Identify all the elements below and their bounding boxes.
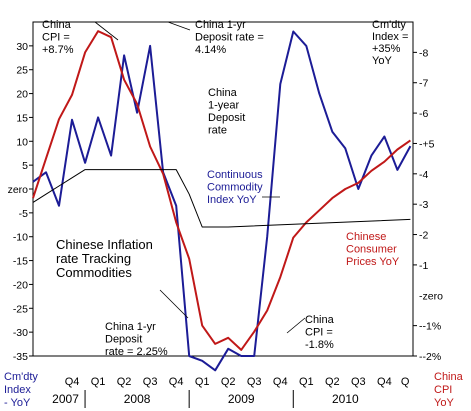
right-zero-label: -zero [419, 290, 443, 302]
annotation-8-line-0: China 1-yr [105, 321, 156, 333]
left-tick-label-5: 5 [22, 160, 28, 172]
annotation-5-line-0: Chinese Inflation [56, 237, 153, 252]
right-tick-label-6: -2 [419, 230, 428, 242]
x-tick-label-13: Q [401, 376, 410, 388]
x-tick-label-12: Q4 [377, 376, 392, 388]
x-tick-label-11: Q3 [351, 376, 366, 388]
annotation-7-line-1: CPI = [305, 327, 333, 339]
annotation-0-line-2: +8.7% [42, 44, 74, 56]
year-label-1: 2008 [124, 392, 151, 406]
annotation-7-line-2: -1.8% [305, 339, 334, 351]
x-tick-label-8: Q4 [273, 376, 288, 388]
annotation-0-line-0: China [42, 19, 72, 31]
annotation-4-line-2: Index YoY [207, 194, 257, 206]
year-label-2: 2009 [228, 392, 255, 406]
annotation-6-line-2: Prices YoY [346, 256, 400, 268]
x-tick-label-0: Q4 [65, 376, 80, 388]
right-axis-title-line-0: China [434, 371, 464, 383]
x-tick-label-2: Q2 [117, 376, 132, 388]
annotation-1-line-0: China 1-yr [195, 19, 246, 31]
left-tick-label-3: 15 [16, 112, 28, 124]
annotation-0-line-1: CPI = [42, 32, 70, 44]
annotation-5-line-1: rate Tracking [56, 251, 131, 266]
right-tick-label-5: -3 [419, 199, 428, 211]
annotation-1-line-1: Deposit rate = [195, 32, 264, 44]
annotation-2-line-2: +35% [372, 43, 401, 55]
left-axis-title-line-1: Index [4, 384, 31, 396]
left-tick-label-4: 10 [16, 136, 28, 148]
annotation-2-line-0: Cm'dty [372, 19, 406, 31]
right-tick-label-9: --2% [419, 351, 441, 363]
annotation-3-line-3: rate [208, 125, 227, 137]
left-tick-label-0: 30 [16, 41, 28, 53]
left-axis-title-line-2: - YoY [4, 397, 31, 409]
x-tick-label-5: Q1 [195, 376, 210, 388]
annotation-pointer-2 [159, 289, 189, 319]
series-line-0 [32, 30, 412, 372]
annotation-pointer-1 [167, 21, 191, 31]
annotation-4-line-1: Commodity [207, 182, 263, 194]
right-tick-label-3: -+5 [419, 138, 435, 150]
left-tick-label-12: -30 [13, 327, 28, 339]
annotation-6-line-1: Consumer [346, 244, 397, 256]
left-tick-label-13: -35 [13, 351, 28, 363]
x-tick-label-3: Q3 [143, 376, 158, 388]
left-axis-title-line-0: Cm'dty [4, 371, 38, 383]
x-tick-label-1: Q1 [91, 376, 106, 388]
annotation-8-line-1: Deposit [105, 334, 142, 346]
x-tick-label-9: Q1 [299, 376, 314, 388]
year-label-0: 2007 [52, 392, 79, 406]
annotation-2-line-3: YoY [372, 55, 392, 67]
x-tick-label-7: Q3 [247, 376, 262, 388]
right-tick-label-2: -6 [419, 108, 428, 120]
right-tick-label-1: -7 [419, 78, 428, 90]
year-label-3: 2010 [332, 392, 359, 406]
annotation-2-line-1: Index = [372, 31, 408, 43]
left-tick-label-8: -10 [13, 232, 28, 244]
left-tick-label-2: 20 [16, 89, 28, 101]
annotation-1-line-2: 4.14% [195, 44, 226, 56]
annotation-3-line-2: Deposit [208, 112, 245, 124]
cpi-low-pointer [286, 317, 306, 334]
left-tick-label-7: -5 [19, 208, 28, 220]
x-tick-label-4: Q4 [169, 376, 184, 388]
annotation-8-line-2: rate = 2.25% [105, 346, 168, 358]
x-tick-label-6: Q2 [221, 376, 236, 388]
left-tick-label-9: -15 [13, 256, 28, 268]
right-tick-label-4: -4 [419, 169, 428, 181]
annotation-6-line-0: Chinese [346, 231, 386, 243]
annotation-7-line-0: China [305, 314, 335, 326]
left-tick-label-11: -25 [13, 303, 28, 315]
right-tick-label-0: -8 [419, 47, 428, 59]
annotation-4-line-0: Continuous [207, 169, 263, 181]
annotation-3-line-0: China [208, 87, 238, 99]
series-line-1 [32, 30, 411, 351]
annotation-pointer-0 [94, 21, 119, 41]
x-tick-label-10: Q2 [325, 376, 340, 388]
annotation-3-line-1: 1-year [208, 100, 240, 112]
right-axis-title-line-1: CPI [434, 384, 452, 396]
left-tick-label-10: -20 [13, 279, 28, 291]
left-tick-label-6: zero [8, 184, 29, 196]
right-axis-title-line-2: YoY [434, 397, 454, 409]
right-tick-label-8: --1% [419, 321, 441, 333]
annotation-5-line-2: Commodities [56, 265, 132, 280]
left-tick-label-1: 25 [16, 65, 28, 77]
right-tick-label-7: -1 [419, 260, 428, 272]
series-line-2 [32, 169, 411, 228]
